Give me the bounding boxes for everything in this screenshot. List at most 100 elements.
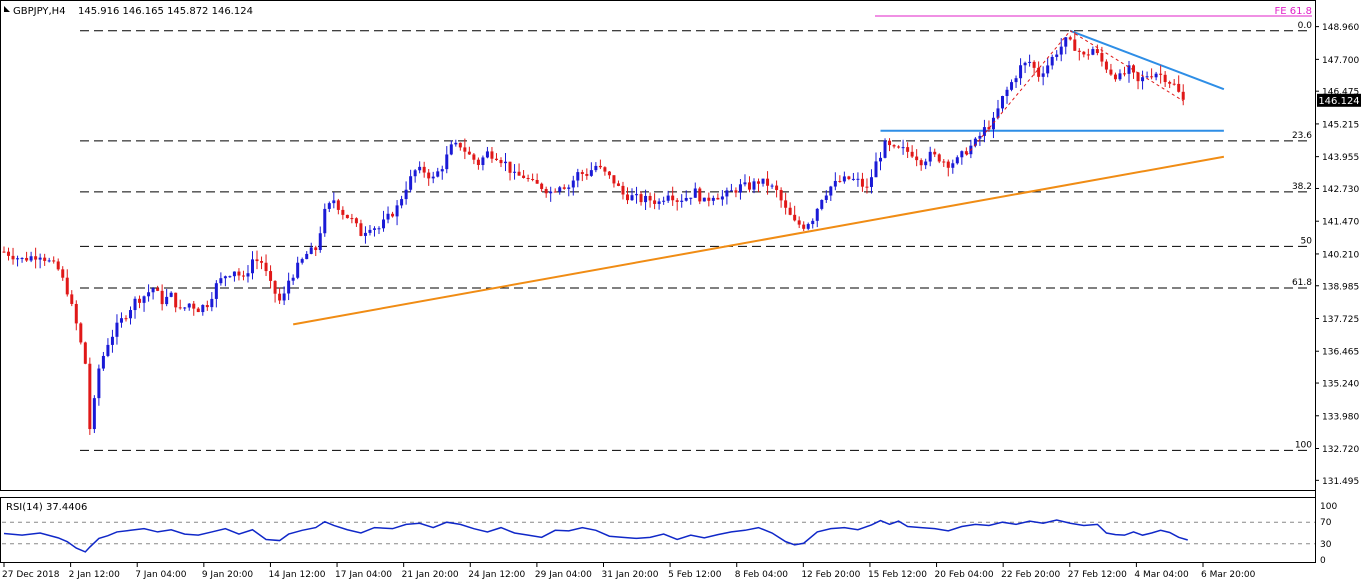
candle-body <box>101 355 105 369</box>
candle-body <box>738 184 742 193</box>
candle-body <box>594 165 598 171</box>
candle-body <box>942 161 946 163</box>
candle-body <box>400 199 404 206</box>
candle-body <box>797 220 801 225</box>
candle-body <box>260 261 264 263</box>
candle-body <box>20 257 24 259</box>
candle-body <box>824 195 828 200</box>
time-tick-label: 6 Mar 20:00 <box>1201 570 1256 580</box>
price-tick-label: 141.470 <box>1322 218 1359 228</box>
candle-body <box>142 296 146 303</box>
candle-body <box>585 173 589 176</box>
candle-body <box>915 156 919 161</box>
candle-body <box>196 308 200 313</box>
candle-body <box>291 277 295 281</box>
candle-body <box>110 336 114 345</box>
candle-body <box>987 127 991 130</box>
candle-body <box>851 178 855 180</box>
candle-body <box>815 208 819 221</box>
candle-body <box>476 159 480 166</box>
price-tick-label: 135.240 <box>1322 380 1359 390</box>
candle-body <box>47 260 51 262</box>
candle-body <box>788 207 792 215</box>
candle-body <box>382 219 386 229</box>
fib-level-label: 23.6 <box>1292 131 1312 141</box>
candle-body <box>38 257 42 260</box>
candle-body <box>648 195 652 201</box>
candle-body <box>463 147 467 152</box>
candle-body <box>1104 61 1108 70</box>
candle-body <box>395 205 399 217</box>
candle-body <box>336 200 340 210</box>
time-tick-label: 9 Jan 20:00 <box>202 570 254 580</box>
candle-body <box>499 159 503 164</box>
candle-body <box>97 368 101 399</box>
candle-body <box>246 273 250 277</box>
candle-body <box>192 303 196 309</box>
candle-body <box>83 342 87 364</box>
candle-body <box>300 259 304 263</box>
time-tick-label: 8 Feb 04:00 <box>735 570 789 580</box>
candle-body <box>1050 56 1054 66</box>
candle-body <box>250 259 254 274</box>
price-tick-label: 145.215 <box>1322 120 1359 130</box>
candle-body <box>427 172 431 179</box>
candle-body <box>201 305 205 313</box>
candle-body <box>802 224 806 229</box>
candle-body <box>838 180 842 182</box>
collapse-triangle-icon[interactable] <box>4 6 10 12</box>
candle-body <box>1028 61 1032 63</box>
candle-body <box>1023 62 1027 66</box>
candle-body <box>1046 65 1050 74</box>
time-axis: 27 Dec 2018 2 Jan 12:00 7 Jan 04:00 9 Jan 2… <box>2 563 1256 580</box>
candle-body <box>879 157 883 162</box>
candle-body <box>359 223 363 236</box>
candle-body <box>607 171 611 176</box>
candle-body <box>61 269 65 278</box>
candle-body <box>635 194 639 196</box>
candle-body <box>924 161 928 166</box>
candle-body <box>653 200 657 204</box>
candle-body <box>1172 83 1176 85</box>
candle-body <box>2 251 6 253</box>
candle-body <box>269 271 273 281</box>
price-tick-label: 140.210 <box>1322 250 1359 260</box>
candle-body <box>237 271 241 276</box>
candle-body <box>1113 74 1117 80</box>
candle-body <box>517 171 521 176</box>
candle-body <box>675 200 679 202</box>
candle-body <box>562 187 566 189</box>
rsi-level-30: 30 <box>1320 540 1332 550</box>
candle-body <box>165 296 169 305</box>
candle-body <box>92 398 96 430</box>
rsi-level-70: 70 <box>1320 518 1332 528</box>
candle-body <box>540 183 544 189</box>
candle-body <box>1181 91 1185 100</box>
time-tick-label: 27 Feb 12:00 <box>1068 570 1127 580</box>
candle-body <box>7 251 11 256</box>
candle-body <box>1000 96 1004 109</box>
candle-body <box>1109 69 1113 75</box>
candle-body <box>178 307 182 309</box>
candle-body <box>445 154 449 170</box>
price-tick-label: 138.985 <box>1322 282 1359 292</box>
time-tick-label: 7 Jan 04:00 <box>135 570 187 580</box>
price-tick-label: 148.960 <box>1322 23 1359 33</box>
time-tick-label: 27 Dec 2018 <box>2 570 60 580</box>
candle-body <box>702 197 706 202</box>
price-tick-label: 147.700 <box>1322 56 1359 66</box>
price-tick-label: 137.725 <box>1322 315 1359 325</box>
candle-body <box>666 195 670 201</box>
candle-body <box>318 233 322 251</box>
ohlc-values: 145.916 146.165 145.872 146.124 <box>78 6 253 17</box>
candle-body <box>481 157 485 166</box>
candle-body <box>314 247 318 251</box>
candle-body <box>693 188 697 198</box>
candle-body <box>928 151 932 162</box>
candle-body <box>793 214 797 221</box>
candle-body <box>616 183 620 186</box>
candle-body <box>558 187 562 192</box>
candle-body <box>431 176 435 179</box>
